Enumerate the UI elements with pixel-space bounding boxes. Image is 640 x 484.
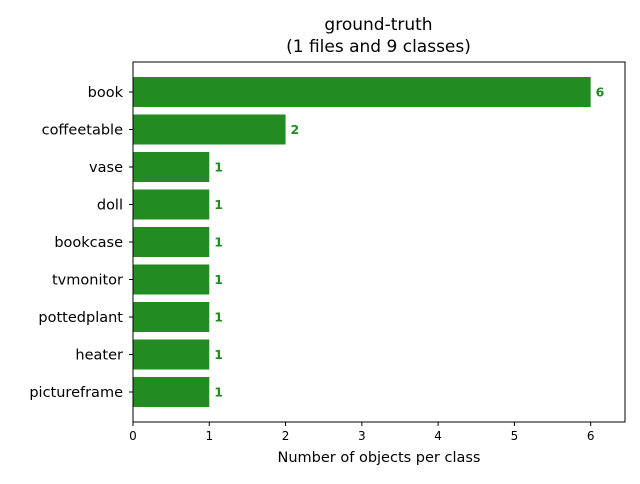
bar-book [133, 77, 591, 107]
y-tick-label-bookcase: bookcase [54, 235, 123, 251]
chart-title-line2: (1 files and 9 classes) [286, 37, 471, 57]
data-label-heater: 1 [214, 347, 223, 362]
x-axis-label: Number of objects per class [278, 450, 481, 466]
ticks-layer: book coffeetable vase doll bookcase tvmonitor… [29, 85, 594, 443]
x-tick-label-6: 6 [587, 429, 595, 443]
bar-coffeetable [133, 114, 286, 145]
data-label-pictureframe: 1 [214, 385, 223, 400]
bars-layer: 6 2 1 1 1 1 1 1 1 [133, 77, 605, 407]
chart-title-line1: ground-truth [324, 15, 432, 35]
data-label-doll: 1 [214, 197, 223, 212]
x-tick-label-4: 4 [434, 429, 442, 443]
x-tick-label-0: 0 [129, 429, 137, 443]
x-tick-label-2: 2 [282, 429, 290, 443]
x-tick-label-1: 1 [205, 429, 213, 443]
y-tick-label-pictureframe: pictureframe [29, 385, 123, 401]
bar-doll [133, 189, 210, 220]
y-tick-label-book: book [88, 85, 124, 101]
y-tick-label-tvmonitor: tvmonitor [52, 273, 123, 289]
bar-heater [133, 339, 210, 370]
data-label-tvmonitor: 1 [214, 272, 223, 287]
x-tick-label-5: 5 [511, 429, 519, 443]
data-label-vase: 1 [214, 160, 223, 175]
data-label-pottedplant: 1 [214, 310, 223, 325]
data-label-bookcase: 1 [214, 235, 223, 250]
y-tick-label-coffeetable: coffeetable [42, 123, 123, 139]
x-tick-label-3: 3 [358, 429, 366, 443]
plot-frame [132, 61, 626, 423]
bar-pictureframe [133, 377, 210, 407]
bar-pottedplant [133, 302, 210, 332]
bar-vase [133, 152, 210, 182]
data-label-book: 6 [596, 85, 605, 100]
bar-bookcase [133, 227, 210, 257]
bar-tvmonitor [133, 264, 210, 295]
y-tick-label-vase: vase [89, 160, 123, 176]
y-tick-label-pottedplant: pottedplant [38, 310, 123, 326]
y-tick-label-heater: heater [75, 348, 123, 364]
y-tick-label-doll: doll [97, 198, 123, 214]
data-label-coffeetable: 2 [291, 122, 300, 137]
